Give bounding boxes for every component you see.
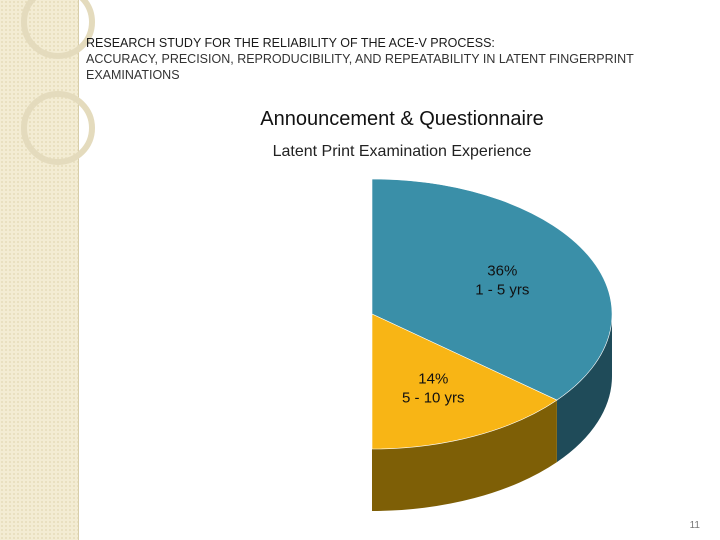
pie-slice-2 [371,313,558,450]
slice-percent-label-2: 14% [418,370,448,387]
decorative-rings [21,0,95,165]
slide-number: 11 [689,520,700,531]
slice-rim-2 [372,400,557,512]
slide-title: RESEARCH STUDY FOR THE RELIABILITY OF TH… [86,36,495,50]
slice-percent-label-1: 36% [487,263,517,280]
pie-labels: 36% 1 - 5 yrs 14% 5 - 10 yrs [402,263,529,407]
pie-slice-1 [371,178,613,401]
side-band-border [78,0,79,540]
pie-tops [371,178,613,450]
slide-subtitle: ACCURACY, PRECISION, REPRODUCIBILITY, AN… [86,52,634,82]
decorative-side-band [0,0,78,540]
slice-category-label-2: 5 - 10 yrs [402,389,465,406]
slice-category-label-1: 1 - 5 yrs [475,282,529,299]
pie-sides [372,314,612,512]
chart-title: Latent Print Examination Experience [272,143,532,160]
slide-heading: Announcement & Questionnaire [260,108,544,130]
slice-rim-1 [556,314,612,463]
